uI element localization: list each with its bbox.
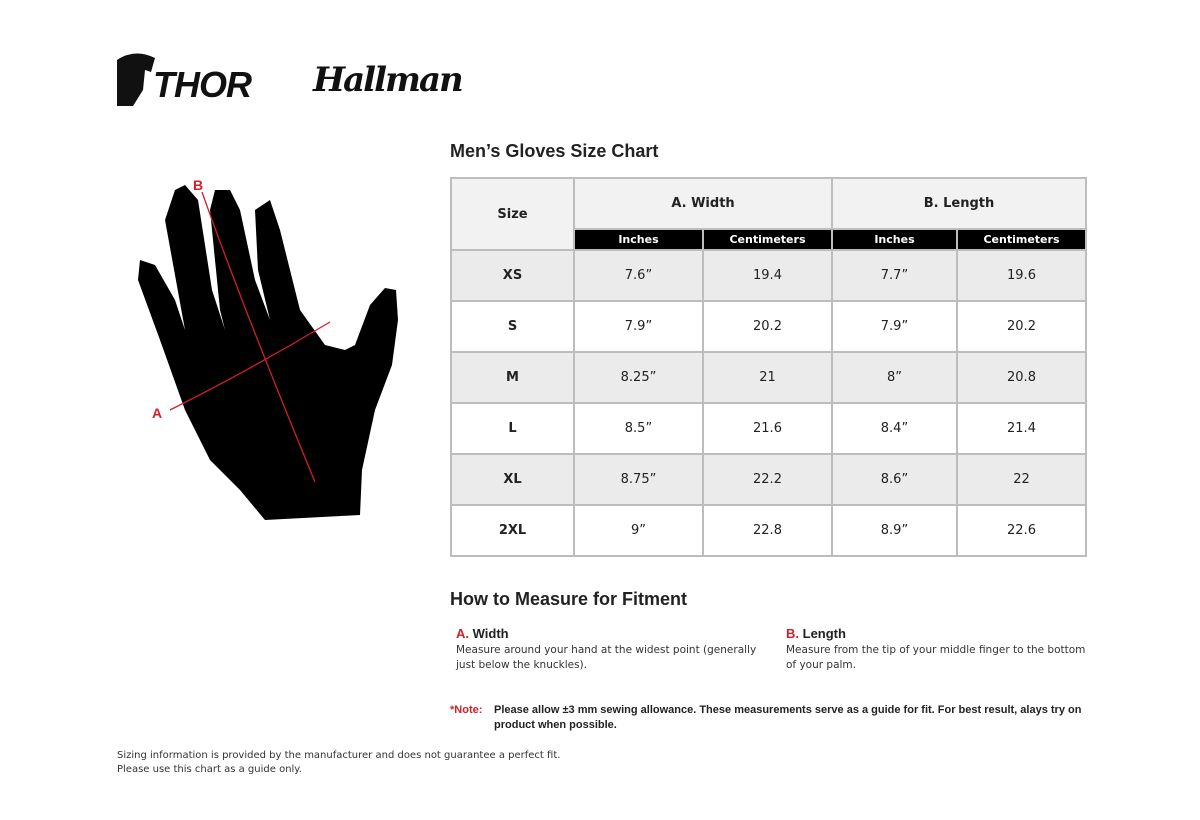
value-cell: 19.6 bbox=[956, 249, 1087, 302]
length-instructions: B. Length Measure from the tip of your m… bbox=[786, 626, 1086, 673]
value-cell: 8.5” bbox=[573, 402, 704, 455]
size-chart-title: Men’s Gloves Size Chart bbox=[450, 141, 659, 161]
footer: Sizing information is provided by the ma… bbox=[117, 749, 560, 777]
width-group-header: A. Width bbox=[573, 177, 833, 230]
value-cell: 20.2 bbox=[956, 300, 1087, 353]
size-cell: 2XL bbox=[450, 504, 575, 557]
value-cell: 22.8 bbox=[702, 504, 833, 557]
size-header: Size bbox=[450, 177, 575, 251]
value-cell: 7.9” bbox=[573, 300, 704, 353]
unit-header: Centimeters bbox=[702, 228, 833, 251]
value-cell: 21 bbox=[702, 351, 833, 404]
length-group-header: B. Length bbox=[831, 177, 1087, 230]
value-cell: 8.4” bbox=[831, 402, 958, 455]
label-a: A bbox=[152, 405, 162, 421]
value-cell: 8.6” bbox=[831, 453, 958, 506]
value-cell: 19.4 bbox=[702, 249, 833, 302]
value-cell: 7.9” bbox=[831, 300, 958, 353]
size-cell: XS bbox=[450, 249, 575, 302]
note-text: Please allow ±3 mm sewing allowance. The… bbox=[494, 704, 1082, 731]
value-cell: 22.2 bbox=[702, 453, 833, 506]
value-cell: 21.6 bbox=[702, 402, 833, 455]
value-cell: 20.8 bbox=[956, 351, 1087, 404]
thor-helmet-logo bbox=[117, 53, 155, 106]
unit-header: Inches bbox=[573, 228, 704, 251]
footer-line: Sizing information is provided by the ma… bbox=[117, 750, 561, 761]
unit-header: Inches bbox=[831, 228, 958, 251]
width-label: Width bbox=[472, 626, 509, 641]
table-row: S 7.9” 20.2 7.9” 20.2 bbox=[450, 300, 1087, 353]
hallman-logo: Hallman bbox=[313, 60, 464, 100]
size-table: Size A. Width B. Length Inches Centimete… bbox=[450, 177, 1087, 557]
footer-line: Please use this chart as a guide only. bbox=[117, 764, 302, 775]
length-desc: Measure from the tip of your middle fing… bbox=[786, 644, 1086, 671]
note-label: *Note: bbox=[450, 704, 483, 716]
size-cell: L bbox=[450, 402, 575, 455]
value-cell: 22.6 bbox=[956, 504, 1087, 557]
hand-diagram: B A bbox=[138, 177, 398, 520]
value-cell: 8” bbox=[831, 351, 958, 404]
table-row: L 8.5” 21.6 8.4” 21.4 bbox=[450, 402, 1087, 455]
value-cell: 8.25” bbox=[573, 351, 704, 404]
length-arrow bbox=[201, 191, 316, 483]
width-desc: Measure around your hand at the widest p… bbox=[456, 644, 757, 671]
note: *Note: Please allow ±3 mm sewing allowan… bbox=[450, 703, 1090, 733]
unit-header: Centimeters bbox=[956, 228, 1087, 251]
length-label: Length bbox=[802, 626, 846, 641]
width-instructions: A. Width Measure around your hand at the… bbox=[456, 626, 761, 673]
measure-title: How to Measure for Fitment bbox=[450, 589, 688, 609]
length-key: B. bbox=[786, 626, 799, 641]
value-cell: 21.4 bbox=[956, 402, 1087, 455]
size-cell: S bbox=[450, 300, 575, 353]
value-cell: 22 bbox=[956, 453, 1087, 506]
width-arrow bbox=[169, 321, 331, 411]
table-row: XS 7.6” 19.4 7.7” 19.6 bbox=[450, 249, 1087, 302]
size-cell: M bbox=[450, 351, 575, 404]
width-key: A. bbox=[456, 626, 469, 641]
value-cell: 8.9” bbox=[831, 504, 958, 557]
label-b: B bbox=[193, 177, 203, 193]
value-cell: 8.75” bbox=[573, 453, 704, 506]
size-cell: XL bbox=[450, 453, 575, 506]
value-cell: 9” bbox=[573, 504, 704, 557]
table-row: M 8.25” 21 8” 20.8 bbox=[450, 351, 1087, 404]
thor-logo-text: THOR bbox=[153, 64, 252, 105]
value-cell: 7.7” bbox=[831, 249, 958, 302]
hand-silhouette bbox=[138, 185, 398, 520]
value-cell: 20.2 bbox=[702, 300, 833, 353]
table-row: XL 8.75” 22.2 8.6” 22 bbox=[450, 453, 1087, 506]
table-row: 2XL 9” 22.8 8.9” 22.6 bbox=[450, 504, 1087, 557]
value-cell: 7.6” bbox=[573, 249, 704, 302]
